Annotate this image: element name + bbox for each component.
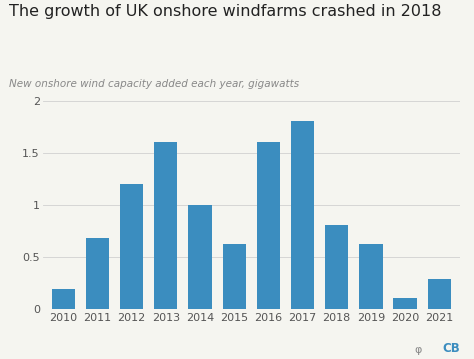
- Text: φ: φ: [414, 345, 422, 355]
- Bar: [222, 244, 246, 309]
- Text: The growth of UK onshore windfarms crashed in 2018: The growth of UK onshore windfarms crash…: [9, 4, 442, 19]
- Bar: [325, 225, 348, 309]
- Bar: [428, 279, 451, 309]
- Bar: [188, 205, 211, 309]
- Bar: [291, 121, 314, 309]
- Text: New onshore wind capacity added each year, gigawatts: New onshore wind capacity added each yea…: [9, 79, 300, 89]
- Bar: [257, 142, 280, 309]
- Bar: [154, 142, 177, 309]
- Bar: [393, 298, 417, 309]
- Text: CB: CB: [442, 342, 460, 355]
- Bar: [86, 238, 109, 309]
- Bar: [52, 289, 75, 309]
- Bar: [359, 244, 383, 309]
- Bar: [120, 184, 143, 309]
